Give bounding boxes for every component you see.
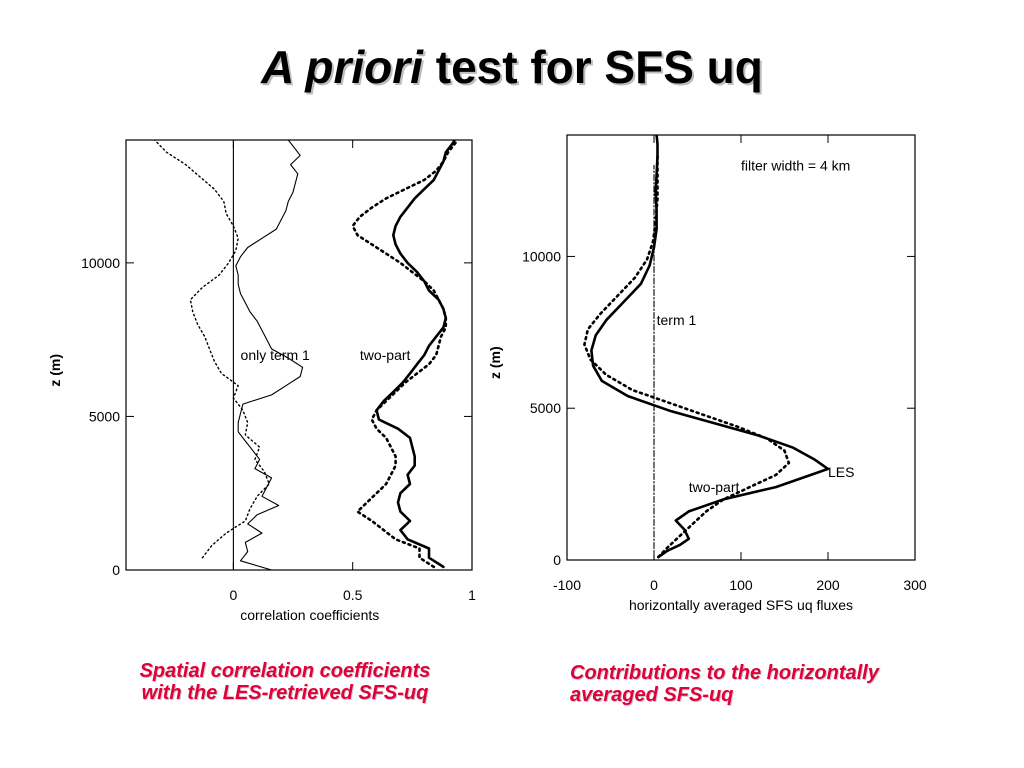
annotation-label: filter width = 4 km xyxy=(741,157,850,173)
x-tick-label: 0 xyxy=(650,577,658,593)
y-tick-label: 10000 xyxy=(81,255,120,271)
y-axis-label: z (m) xyxy=(490,346,503,379)
series-line-2 xyxy=(375,140,456,569)
y-tick-label: 5000 xyxy=(530,400,561,416)
flux-chart-svg: 0 5000 10000 -100 0 100 200 300 horizontally ave… xyxy=(487,134,927,613)
slide-title-rest: test for SFS uq xyxy=(422,41,763,93)
correlation-chart-svg: 0 5000 10000 0 0.5 1 correlation coefficients z… xyxy=(47,139,476,623)
y-axis-label: z (m) xyxy=(47,354,63,387)
annotation-label: only term 1 xyxy=(241,347,310,363)
correlation-chart: 0 5000 10000 0 0.5 1 correlation coefficients z… xyxy=(44,130,484,630)
annotation-label: two-part xyxy=(689,479,740,495)
x-tick-label: -100 xyxy=(553,577,581,593)
x-axis-label: correlation coefficients xyxy=(240,607,379,623)
x-tick-label: 0 xyxy=(229,587,237,603)
y-tick-label: 0 xyxy=(553,552,561,568)
caption-right: Contributions to the horizontally averag… xyxy=(570,662,990,706)
caption-right-line-1: Contributions to the horizontally xyxy=(570,662,879,684)
series-line-1 xyxy=(583,151,791,559)
x-tick-label: 1 xyxy=(468,587,476,603)
series-line-1 xyxy=(153,140,270,559)
plot-frame xyxy=(125,139,473,571)
flux-chart: 0 5000 10000 -100 0 100 200 300 horizontally ave… xyxy=(487,125,940,625)
y-tick-label: 5000 xyxy=(89,408,120,424)
series-line-3 xyxy=(351,140,459,569)
caption-left: Spatial correlation coefficients with th… xyxy=(90,660,480,704)
annotation-label: term 1 xyxy=(657,312,697,328)
y-tick-label: 0 xyxy=(112,562,120,578)
x-axis-label: horizontally averaged SFS uq fluxes xyxy=(629,597,853,613)
caption-right-line-2: averaged SFS-uq xyxy=(570,684,734,706)
slide-title: A priori test for SFS uq xyxy=(0,40,1024,94)
caption-left-line-2: with the LES-retrieved SFS-uq xyxy=(141,682,429,704)
plot-frame xyxy=(566,134,916,561)
y-tick-label: 10000 xyxy=(522,248,561,264)
annotation-label: LES xyxy=(828,464,854,480)
series-line-0 xyxy=(235,140,304,570)
caption-left-line-1: Spatial correlation coefficients xyxy=(139,660,431,682)
x-tick-label: 200 xyxy=(816,577,840,593)
x-tick-label: 300 xyxy=(903,577,927,593)
slide-title-italic: A priori xyxy=(261,41,423,93)
annotation-label: two-part xyxy=(360,347,411,363)
x-tick-label: 100 xyxy=(729,577,753,593)
x-tick-label: 0.5 xyxy=(343,587,363,603)
